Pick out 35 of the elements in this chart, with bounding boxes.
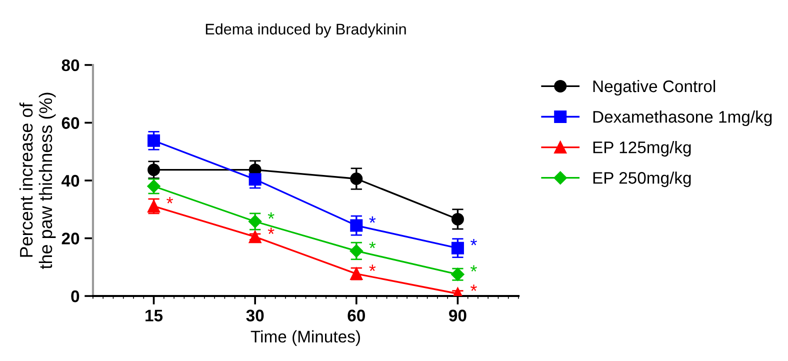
point: [350, 172, 363, 186]
chart-title: Edema induced by Bradykinin: [206, 23, 406, 38]
x-tick-label: 60: [348, 310, 365, 322]
point: [147, 180, 160, 193]
x-axis-title: Time (Minutes): [250, 330, 360, 346]
annotation: *: [369, 242, 376, 248]
annotation: *: [369, 216, 376, 223]
annotation: *: [268, 212, 274, 219]
y-tick-label: 80: [62, 59, 80, 72]
annotation: *: [470, 238, 477, 246]
legend-label: Negative Control: [593, 80, 716, 96]
x-tick-label: 30: [246, 310, 264, 322]
x-tick-label: 90: [449, 310, 466, 322]
annotation: *: [470, 284, 477, 291]
x-tick-label: 15: [146, 310, 163, 322]
legend-label: Dexamethasone 1mg/kg: [593, 110, 772, 126]
annotation: *: [268, 228, 274, 234]
y-axis-title: Percent increase of the paw thichness (%): [19, 92, 56, 270]
legend-label: EP 250mg/kg: [593, 172, 691, 188]
annotation: *: [470, 265, 477, 272]
y-tick-label: 20: [62, 232, 80, 244]
annotation: *: [166, 197, 174, 204]
point: [451, 242, 464, 254]
point: [248, 173, 262, 186]
point: [451, 212, 464, 226]
point: [148, 134, 160, 147]
y-tick-label: 60: [62, 117, 80, 129]
y-tick-label: 40: [62, 174, 80, 187]
y-tick-label: 0: [71, 290, 80, 302]
point: [350, 219, 363, 232]
point: [148, 164, 160, 176]
point: [248, 230, 262, 244]
legend-label: EP 125mg/kg: [593, 141, 691, 157]
point: [350, 244, 363, 258]
annotation: *: [369, 264, 376, 271]
